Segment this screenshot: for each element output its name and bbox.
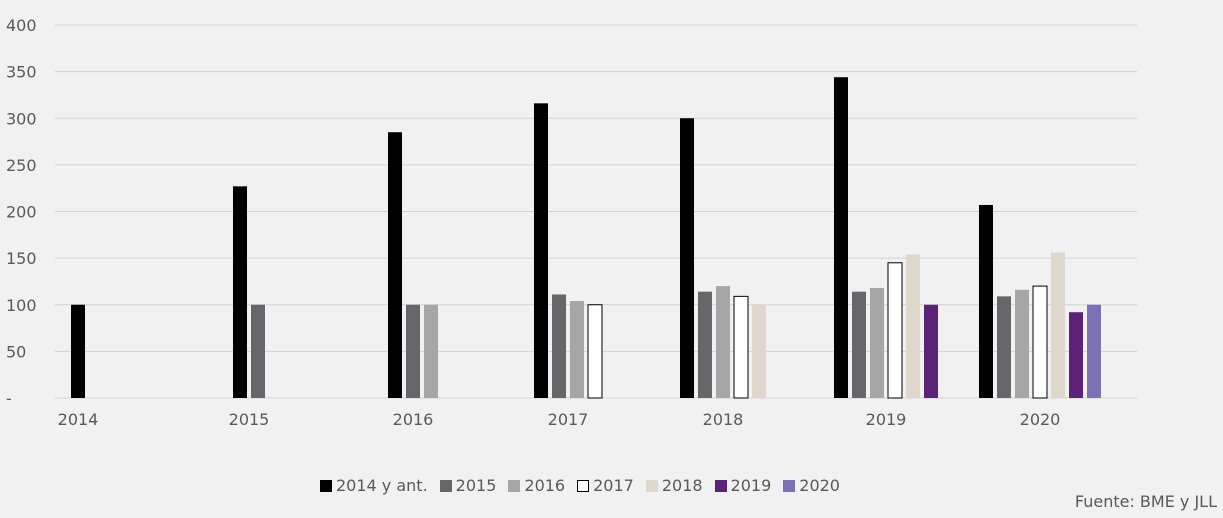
legend-item: 2017 bbox=[577, 476, 634, 495]
legend-swatch bbox=[439, 479, 452, 492]
bar bbox=[406, 304, 420, 398]
legend-label: 2019 bbox=[730, 476, 772, 495]
legend-label: 2014 y ant. bbox=[336, 476, 428, 495]
legend-item: 2015 bbox=[439, 476, 497, 495]
legend-swatch bbox=[783, 479, 796, 492]
x-tick-label: 2017 bbox=[548, 410, 589, 429]
x-tick-label: 2020 bbox=[1020, 410, 1061, 429]
bar-chart: - 50 100 150 200 250 300 350 400 2014 2015 2016 2017… bbox=[6, 16, 1137, 429]
y-tick-label: 150 bbox=[6, 249, 37, 268]
y-tick-label: 300 bbox=[6, 109, 37, 128]
y-tick-label: 200 bbox=[6, 203, 37, 222]
x-tick-label: 2016 bbox=[393, 410, 434, 429]
legend-item: 2020 bbox=[783, 476, 840, 495]
y-tick-label: 400 bbox=[6, 16, 37, 35]
y-tick-label: - bbox=[6, 389, 12, 408]
legend-swatch bbox=[714, 479, 727, 492]
x-tick-label: 2014 bbox=[58, 410, 99, 429]
bar bbox=[1015, 289, 1029, 398]
legend-item: 2018 bbox=[645, 476, 703, 495]
legend-swatch bbox=[577, 479, 590, 492]
x-tick-label: 2019 bbox=[866, 410, 907, 429]
bar bbox=[424, 304, 438, 398]
bar bbox=[233, 186, 247, 398]
bar bbox=[1032, 285, 1048, 399]
bar bbox=[852, 291, 866, 398]
y-tick-label: 100 bbox=[6, 296, 37, 315]
legend-label: 2018 bbox=[661, 476, 703, 495]
bar bbox=[752, 304, 766, 398]
bar bbox=[570, 301, 584, 398]
bar bbox=[251, 304, 265, 398]
bar bbox=[1087, 304, 1101, 398]
bar bbox=[552, 294, 566, 398]
legend-item: 2014 y ant. bbox=[320, 476, 428, 495]
bar bbox=[698, 291, 712, 398]
source-note: Fuente: BME y JLL bbox=[1074, 492, 1217, 511]
bar bbox=[733, 295, 749, 399]
y-tick-label: 250 bbox=[6, 156, 37, 175]
bar bbox=[71, 304, 85, 398]
bar bbox=[979, 204, 993, 398]
legend-swatch bbox=[508, 479, 521, 492]
y-tick-label: 50 bbox=[6, 342, 26, 361]
bar bbox=[887, 262, 903, 399]
bar bbox=[924, 304, 938, 398]
legend-swatch bbox=[320, 479, 332, 492]
legend-label: 2015 bbox=[455, 476, 497, 495]
legend-label: 2016 bbox=[524, 476, 566, 495]
bar bbox=[1051, 252, 1065, 398]
y-tick-label: 350 bbox=[6, 63, 37, 82]
bar bbox=[534, 103, 548, 398]
bar bbox=[388, 132, 402, 399]
legend-item: 2019 bbox=[714, 476, 772, 495]
legend-item: 2016 bbox=[508, 476, 565, 495]
bar bbox=[587, 304, 603, 399]
bar bbox=[680, 118, 694, 398]
bar bbox=[870, 287, 884, 398]
bar bbox=[716, 286, 730, 398]
bar bbox=[1069, 312, 1083, 398]
bar bbox=[906, 254, 920, 398]
x-tick-label: 2018 bbox=[703, 410, 744, 429]
bar bbox=[997, 296, 1011, 398]
bar bbox=[834, 77, 848, 398]
legend-label: 2017 bbox=[593, 476, 634, 495]
legend-label: 2020 bbox=[799, 476, 840, 495]
x-tick-label: 2015 bbox=[229, 410, 270, 429]
legend: 2014 y ant. 2015 2016 2017 2018 2019 2020 bbox=[0, 476, 1160, 495]
legend-swatch bbox=[645, 479, 658, 492]
